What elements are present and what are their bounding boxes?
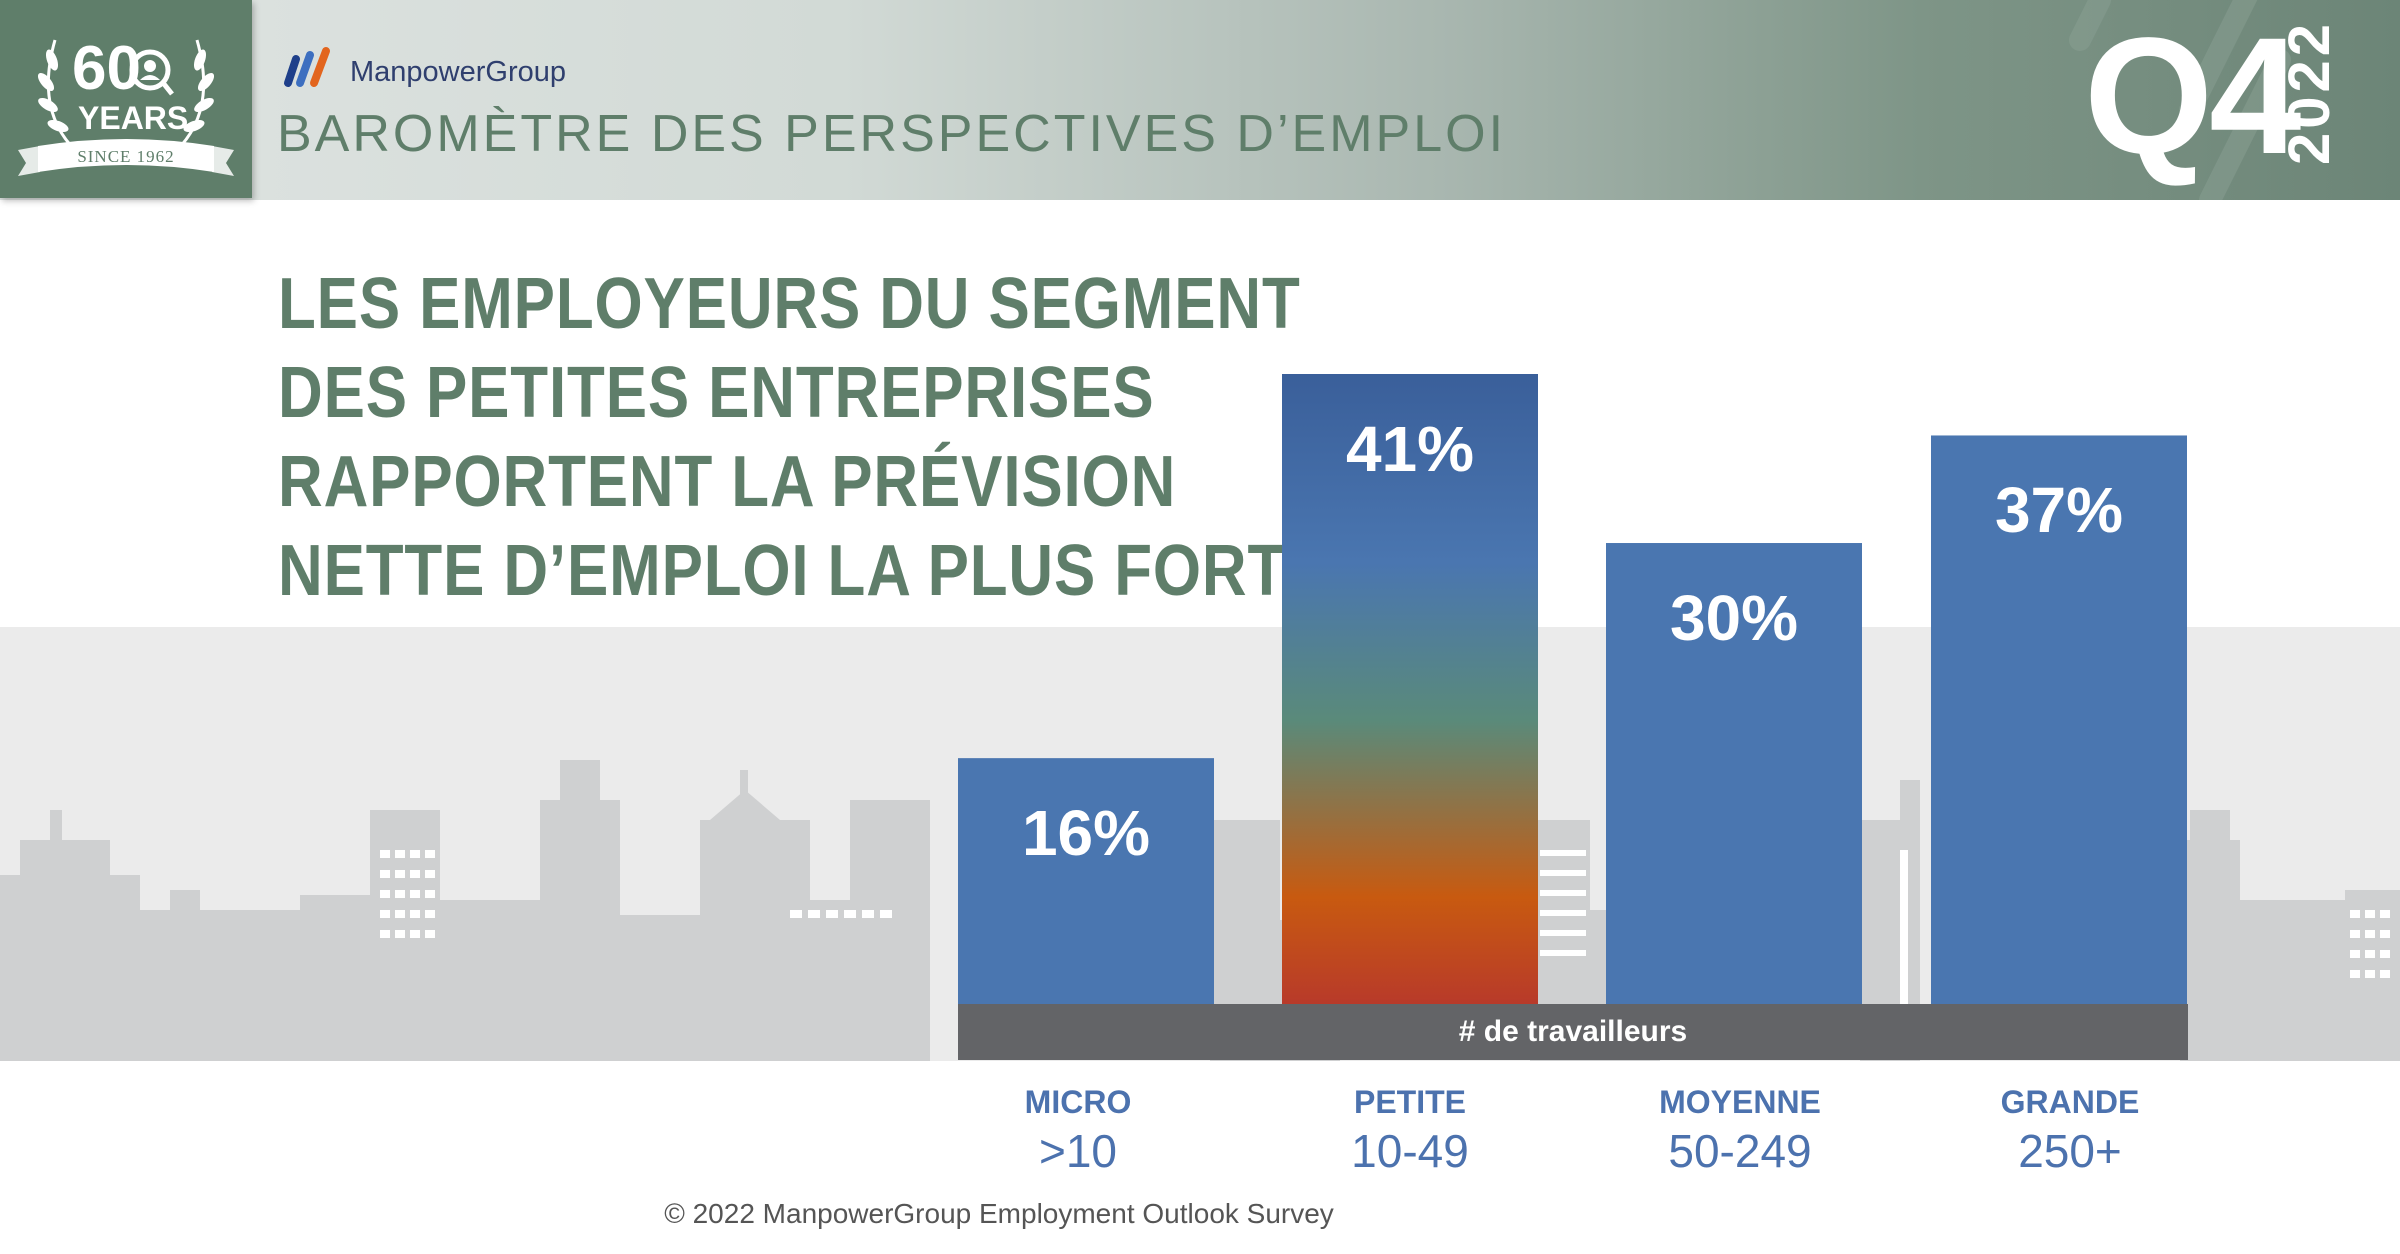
category-label: GRANDE (2000, 1084, 2140, 1120)
bar-grande (1931, 435, 2187, 1005)
header-title: BAROMÈTRE DES PERSPECTIVES D’EMPLOI (277, 105, 1507, 163)
bar-petite (1282, 374, 1538, 1004)
x-axis-bar (958, 1004, 2188, 1060)
header-bar (0, 0, 2400, 200)
copyright-footer: © 2022 ManpowerGroup Employment Outlook … (0, 1198, 2400, 1230)
badge-years: YEARS (78, 100, 189, 136)
sixty-years-badge: 60 YEARS SINCE 1962 (0, 0, 252, 198)
x-axis-label: # de travailleurs (1458, 1015, 1688, 1048)
bar-value-label: 16% (1021, 797, 1151, 870)
bar-micro (958, 758, 1214, 1004)
quarter-label: Q4 (2084, 4, 2301, 189)
brand-name: ManpowerGroup (350, 56, 566, 88)
badge-since: SINCE 1962 (77, 147, 175, 166)
category-label: MOYENNE (1659, 1084, 1821, 1120)
bar-value-label: 37% (1994, 474, 2124, 547)
headline-line: DES PETITES ENTREPRISES (278, 353, 1155, 433)
badge-number: 60 (72, 34, 141, 103)
headline-line: RAPPORTENT LA PRÉVISION (278, 442, 1177, 522)
category-label: MICRO (1024, 1084, 1132, 1120)
decorative-stripes (2069, 0, 2291, 200)
manpowergroup-logo-icon (284, 47, 330, 87)
copyright-text: © 2022 ManpowerGroup Employment Outlook … (664, 1198, 1334, 1229)
bar-moyenne (1606, 543, 1862, 1004)
category-range-label: 50-249 (1668, 1125, 1812, 1177)
category-label: PETITE (1353, 1084, 1466, 1120)
category-range-label: >10 (1038, 1125, 1118, 1177)
bar-value-label: 30% (1669, 582, 1799, 655)
bar-value-label: 41% (1345, 413, 1475, 485)
category-range-label: 250+ (2018, 1125, 2122, 1177)
category-range-label: 10-49 (1351, 1125, 1469, 1177)
